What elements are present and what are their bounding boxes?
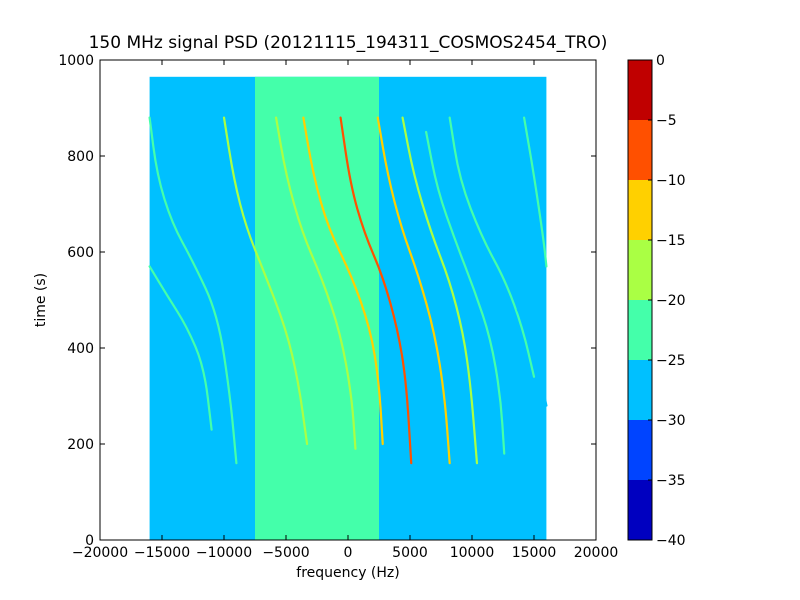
x-tick-label: 20000 (574, 545, 619, 561)
y-tick-label: 0 (85, 533, 94, 549)
colorbar-segment (628, 300, 652, 360)
y-tick-label: 600 (67, 245, 94, 261)
signal-trace-1 (148, 265, 213, 431)
colorbar-tick-label: −30 (656, 413, 686, 429)
signal-trace-8 (401, 116, 479, 465)
colorbar-segment (628, 480, 652, 540)
heatmap (148, 76, 548, 541)
colorbar-tick-label: −35 (656, 473, 686, 489)
signal-trace-6 (339, 116, 413, 465)
y-axis-label: time (s) (33, 273, 49, 327)
colorbar-segment (628, 120, 652, 180)
y-axis-ticks: 0 200 400 600 800 1000 (58, 53, 596, 549)
plot-area: −20000 −15000 −10000 −5000 0 5000 10000 15000 20… (58, 53, 618, 561)
y-tick-label: 200 (67, 437, 94, 453)
y-tick-label: 1000 (58, 53, 94, 69)
x-tick-label: −10000 (196, 545, 252, 561)
x-axis-ticks: −20000 −15000 −10000 −5000 0 5000 10000 15000 20… (72, 60, 618, 561)
signal-trace-4 (274, 116, 357, 450)
x-tick-label: −20000 (72, 545, 128, 561)
signal-trace-12 (516, 308, 548, 407)
signal-trace-2 (148, 116, 238, 465)
colorbar-segment (628, 60, 652, 120)
colorbar-tick-label: −20 (656, 293, 686, 309)
x-tick-label: −15000 (134, 545, 190, 561)
colorbar-tick-label: −10 (656, 173, 686, 189)
x-tick-label: 10000 (450, 545, 495, 561)
x-tick-label: 0 (344, 545, 353, 561)
colorbar-segment (628, 360, 652, 420)
signal-trace-9 (425, 130, 506, 455)
colorbar: 0 −5 −10 −15 −20 −25 −30 −35 −40 (627, 53, 686, 549)
colorbar-tick-label: −5 (656, 113, 677, 129)
colorbar-tick-label: −40 (656, 533, 686, 549)
x-tick-label: −5000 (262, 545, 309, 561)
y-tick-label: 400 (67, 341, 94, 357)
colorbar-segment (628, 240, 652, 300)
colorbar-segment (628, 180, 652, 240)
chart-title: 150 MHz signal PSD (20121115_194311_COSM… (89, 33, 608, 53)
signal-trace-3 (222, 116, 309, 446)
x-axis-label: frequency (Hz) (296, 565, 399, 581)
signal-trace-7 (376, 116, 451, 465)
signal-trace-5 (302, 116, 384, 446)
y-tick-label: 800 (67, 149, 94, 165)
colorbar-tick-label: −25 (656, 353, 686, 369)
colorbar-segment (628, 420, 652, 480)
signal-trace-10 (448, 116, 536, 378)
signal-trace-11 (522, 116, 548, 268)
x-tick-label: 5000 (392, 545, 428, 561)
colorbar-tick-label: −15 (656, 233, 686, 249)
colorbar-tick-label: 0 (656, 53, 665, 69)
x-tick-label: 15000 (512, 545, 557, 561)
noise-floor-band (255, 76, 379, 541)
